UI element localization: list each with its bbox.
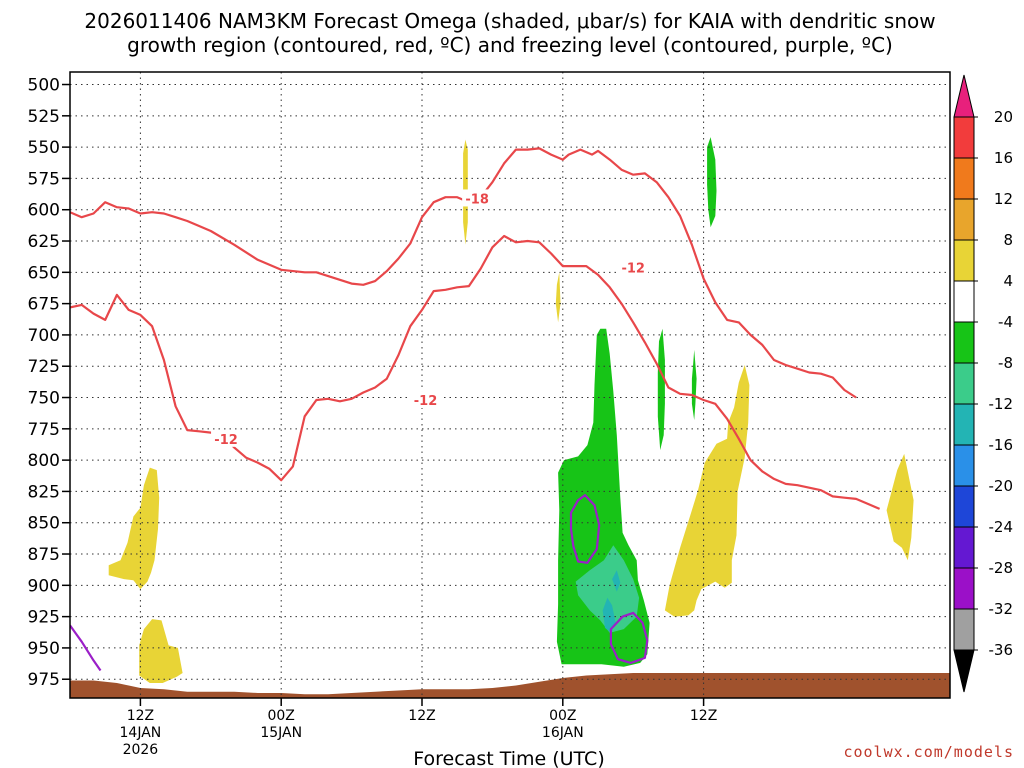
colorbar-swatch [953, 362, 975, 405]
plot-frame [69, 71, 951, 699]
colorbar-label: -4 [998, 313, 1013, 331]
y-tick-label: 500 [28, 76, 60, 96]
y-tick-label: 675 [28, 295, 60, 315]
colorbar-bottom-triangle [953, 649, 975, 693]
contour-label-bg [211, 429, 242, 447]
chart-title-line-1: 2026011406 NAM3KM Forecast Omega (shaded… [84, 9, 935, 33]
colorbar-label: -20 [989, 477, 1014, 495]
x-axis-label: Forecast Time (UTC) [413, 748, 604, 768]
omega-region-5 [886, 453, 914, 561]
contour-line-4 [70, 624, 102, 672]
y-tick-label: 600 [28, 201, 60, 221]
omega-region-10 [575, 545, 640, 633]
colorbar-swatch [953, 403, 975, 446]
contour-label: -12 [214, 433, 238, 448]
colorbar-swatch [953, 321, 975, 364]
y-tick-label: 825 [28, 482, 60, 502]
colorbar-swatch [953, 526, 975, 569]
y-tick-label: 925 [28, 608, 60, 628]
omega-region-4 [664, 365, 750, 617]
y-tick-label: 800 [28, 451, 60, 471]
credit-text: coolwx.com/models [843, 743, 1014, 761]
colorbar-label: 20 [994, 108, 1013, 126]
colorbar-label: 4 [1003, 272, 1013, 290]
y-tick-label: 875 [28, 545, 60, 565]
colorbar-label: -32 [989, 600, 1014, 618]
y-tick-label: 575 [28, 169, 60, 189]
omega-region-8 [691, 349, 697, 421]
y-tick-label: 950 [28, 639, 60, 659]
colorbar-swatch [953, 280, 975, 323]
contour-label: -18 [465, 192, 489, 207]
y-tick-label: 725 [28, 357, 60, 377]
colorbar-label: 12 [994, 190, 1013, 208]
colorbar-swatch [953, 567, 975, 610]
colorbar-swatch [953, 239, 975, 282]
y-tick-label: 750 [28, 389, 60, 409]
colorbar-label: -8 [998, 354, 1013, 372]
y-tick-label: 550 [28, 138, 60, 158]
terrain-layer [70, 673, 950, 698]
contour-line-1 [70, 234, 881, 510]
colorbar-label: -16 [989, 436, 1014, 454]
omega-region-3 [555, 272, 561, 323]
contour-label-bg [462, 189, 493, 207]
colorbar-label: 16 [994, 149, 1013, 167]
contour-line-3 [609, 611, 649, 665]
plot-area [70, 72, 950, 698]
colorbar-label: 8 [1003, 231, 1013, 249]
y-tick-label: 775 [28, 420, 60, 440]
colorbar-label: -12 [989, 395, 1014, 413]
y-tick-label: 525 [28, 107, 60, 127]
contour-label-bg [618, 258, 649, 276]
x-tick-label: 12Z [127, 708, 154, 724]
y-tick-label: 900 [28, 576, 60, 596]
x-tick-label: 2026 [123, 742, 159, 758]
colorbar-label: -24 [989, 518, 1014, 536]
x-tick-label: 15JAN [260, 725, 302, 741]
y-axis: 500 525 550 575 600 625 650 675 700 725 750 775 800 8… [28, 76, 70, 690]
x-tick-label: 00Z [549, 708, 576, 724]
colorbar-top-triangle [953, 74, 975, 118]
contour-label: -12 [621, 261, 645, 276]
omega-region-12 [612, 570, 621, 592]
terrain-fill [70, 673, 950, 698]
chart-title-line-2: growth region (contoured, red, ºC) and f… [127, 33, 893, 57]
contour-line-0 [70, 147, 857, 399]
colorbar-label: -28 [989, 559, 1014, 577]
y-tick-label: 625 [28, 232, 60, 252]
colorbar-swatch [953, 198, 975, 241]
x-tick-label: 00Z [267, 708, 294, 724]
colorbar-swatch [953, 485, 975, 528]
colorbar-label: -36 [989, 641, 1014, 659]
omega-region-0 [108, 467, 160, 590]
colorbar-swatch [953, 444, 975, 487]
omega-region-1 [139, 619, 183, 683]
y-tick-label: 650 [28, 263, 60, 283]
contour-line-2 [569, 494, 601, 564]
x-tick-label: 14JAN [120, 725, 162, 741]
contour-labels-layer: -18 -12 -12 -12 [211, 189, 649, 448]
omega-shading-layer [108, 137, 914, 683]
x-tick-label: 16JAN [542, 725, 584, 741]
x-tick-label: 12Z [408, 708, 435, 724]
gridlines-layer [70, 72, 950, 698]
contour-layer [70, 147, 881, 672]
colorbar: 20 16 12 8 4 -4 -8 -12 -16 -20 -24 -28 -32 -36 [953, 74, 1014, 693]
colorbar-swatch [953, 116, 975, 159]
y-tick-label: 700 [28, 326, 60, 346]
colorbar-swatch [953, 157, 975, 200]
x-tick-label: 12Z [690, 708, 717, 724]
omega-region-9 [707, 137, 717, 228]
omega-region-7 [657, 328, 665, 451]
y-tick-label: 850 [28, 514, 60, 534]
contour-label-bg [410, 391, 441, 409]
colorbar-swatch [953, 608, 975, 651]
contour-label: -12 [414, 394, 438, 409]
y-tick-label: 975 [28, 670, 60, 690]
omega-region-11 [602, 597, 616, 633]
